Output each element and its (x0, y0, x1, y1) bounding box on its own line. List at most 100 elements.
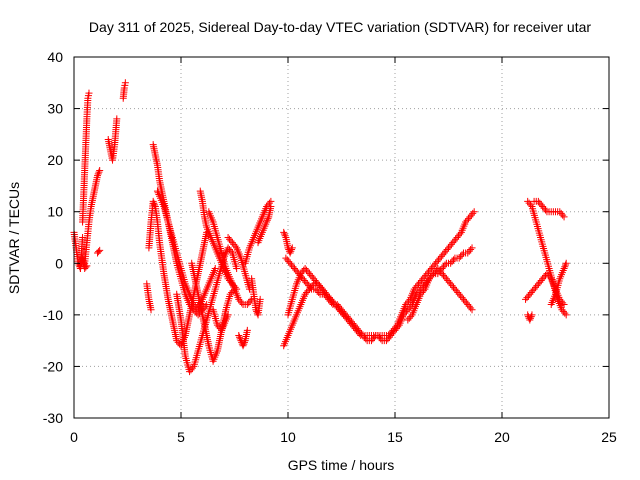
data-point-interp (402, 307, 410, 315)
data-point-interp (334, 304, 342, 312)
data-point-interp (440, 263, 448, 271)
data-point (305, 270, 313, 278)
data-point-interp (285, 258, 293, 266)
data-point (288, 244, 296, 252)
data-point (462, 218, 470, 226)
data-point-interp (540, 204, 548, 212)
data-point-interp (289, 263, 297, 271)
data-point-interp (375, 333, 383, 341)
data-point-interp (420, 287, 428, 295)
data-point (464, 249, 472, 257)
data-point-interp (450, 237, 458, 245)
data-point (451, 285, 459, 293)
data-point (290, 264, 298, 272)
data-point-interp (315, 282, 323, 290)
data-point (305, 285, 313, 293)
data-point-interp (441, 273, 449, 281)
data-point-interp (561, 261, 569, 269)
data-point-interp (437, 252, 445, 260)
data-point-interp (428, 271, 436, 279)
data-point (245, 285, 253, 293)
x-tick-label: 20 (494, 429, 510, 445)
data-point-interp (416, 278, 424, 286)
data-point-interp (532, 283, 540, 291)
data-point (455, 290, 463, 298)
data-point (526, 316, 534, 324)
data-point-interp (95, 168, 103, 176)
data-point-interp (458, 294, 466, 302)
data-point (297, 270, 305, 278)
data-point-interp (174, 338, 182, 346)
data-point-interp (342, 314, 350, 322)
data-point (327, 295, 335, 303)
data-point-interp (362, 335, 370, 343)
data-point-interp (154, 189, 162, 197)
data-point (186, 368, 194, 376)
data-point (226, 290, 234, 298)
data-point (539, 203, 547, 211)
data-point-interp (315, 289, 323, 297)
data-point (528, 311, 536, 319)
data-point-interp (457, 252, 465, 260)
data-point-interp (308, 273, 316, 281)
data-point-interp (401, 309, 409, 317)
data-point (280, 228, 288, 236)
data-point-interp (537, 201, 545, 209)
data-points (70, 79, 570, 376)
data-point (263, 218, 271, 226)
data-point (213, 321, 221, 329)
data-point-interp (454, 232, 462, 240)
data-point (382, 337, 390, 345)
data-point-interp (467, 304, 475, 312)
data-point (218, 326, 226, 334)
data-point-interp (218, 325, 226, 333)
data-point-interp (441, 261, 449, 269)
data-point-interp (426, 266, 434, 274)
data-point (436, 254, 444, 262)
data-point-interp (461, 297, 469, 305)
data-point-interp (264, 201, 272, 209)
y-tick-label: 0 (55, 255, 63, 271)
data-point (85, 89, 93, 97)
data-point (149, 197, 157, 205)
data-point-interp (245, 299, 253, 307)
data-point-interp (435, 266, 443, 274)
data-point-interp (350, 323, 358, 331)
data-point (173, 337, 181, 345)
data-point (556, 295, 564, 303)
data-point-interp (188, 364, 196, 372)
data-point-interp (445, 278, 453, 286)
data-point (445, 244, 452, 252)
data-point-interp (437, 268, 445, 276)
data-point-interp (392, 325, 400, 333)
data-point-interp (527, 289, 535, 297)
data-point (224, 234, 232, 241)
data-point (417, 290, 425, 298)
data-point-interp (341, 313, 349, 321)
y-tick-label: 10 (47, 204, 63, 220)
data-point (301, 290, 309, 298)
data-point-interp (308, 282, 316, 290)
data-point-interp (281, 232, 289, 240)
data-point-interp (412, 283, 420, 291)
data-point-interp (321, 289, 329, 297)
data-point-interp (150, 199, 158, 207)
data-point (430, 270, 438, 278)
data-point (235, 331, 243, 339)
data-point-interp (155, 191, 163, 199)
data-point (526, 290, 534, 298)
data-point-interp (527, 313, 535, 321)
data-point-interp (542, 206, 550, 214)
data-point-interp (559, 211, 567, 219)
data-point (423, 270, 431, 278)
data-point (530, 285, 538, 293)
data-point-interp (235, 333, 243, 341)
y-tick-label: 30 (47, 101, 63, 117)
data-point-interp (302, 278, 310, 286)
data-point-interp (418, 289, 426, 297)
x-tick-label: 10 (280, 429, 296, 445)
x-axis-label: GPS time / hours (288, 457, 395, 473)
data-point (468, 306, 476, 314)
data-point-interp (304, 287, 312, 295)
data-point-interp (263, 216, 271, 224)
